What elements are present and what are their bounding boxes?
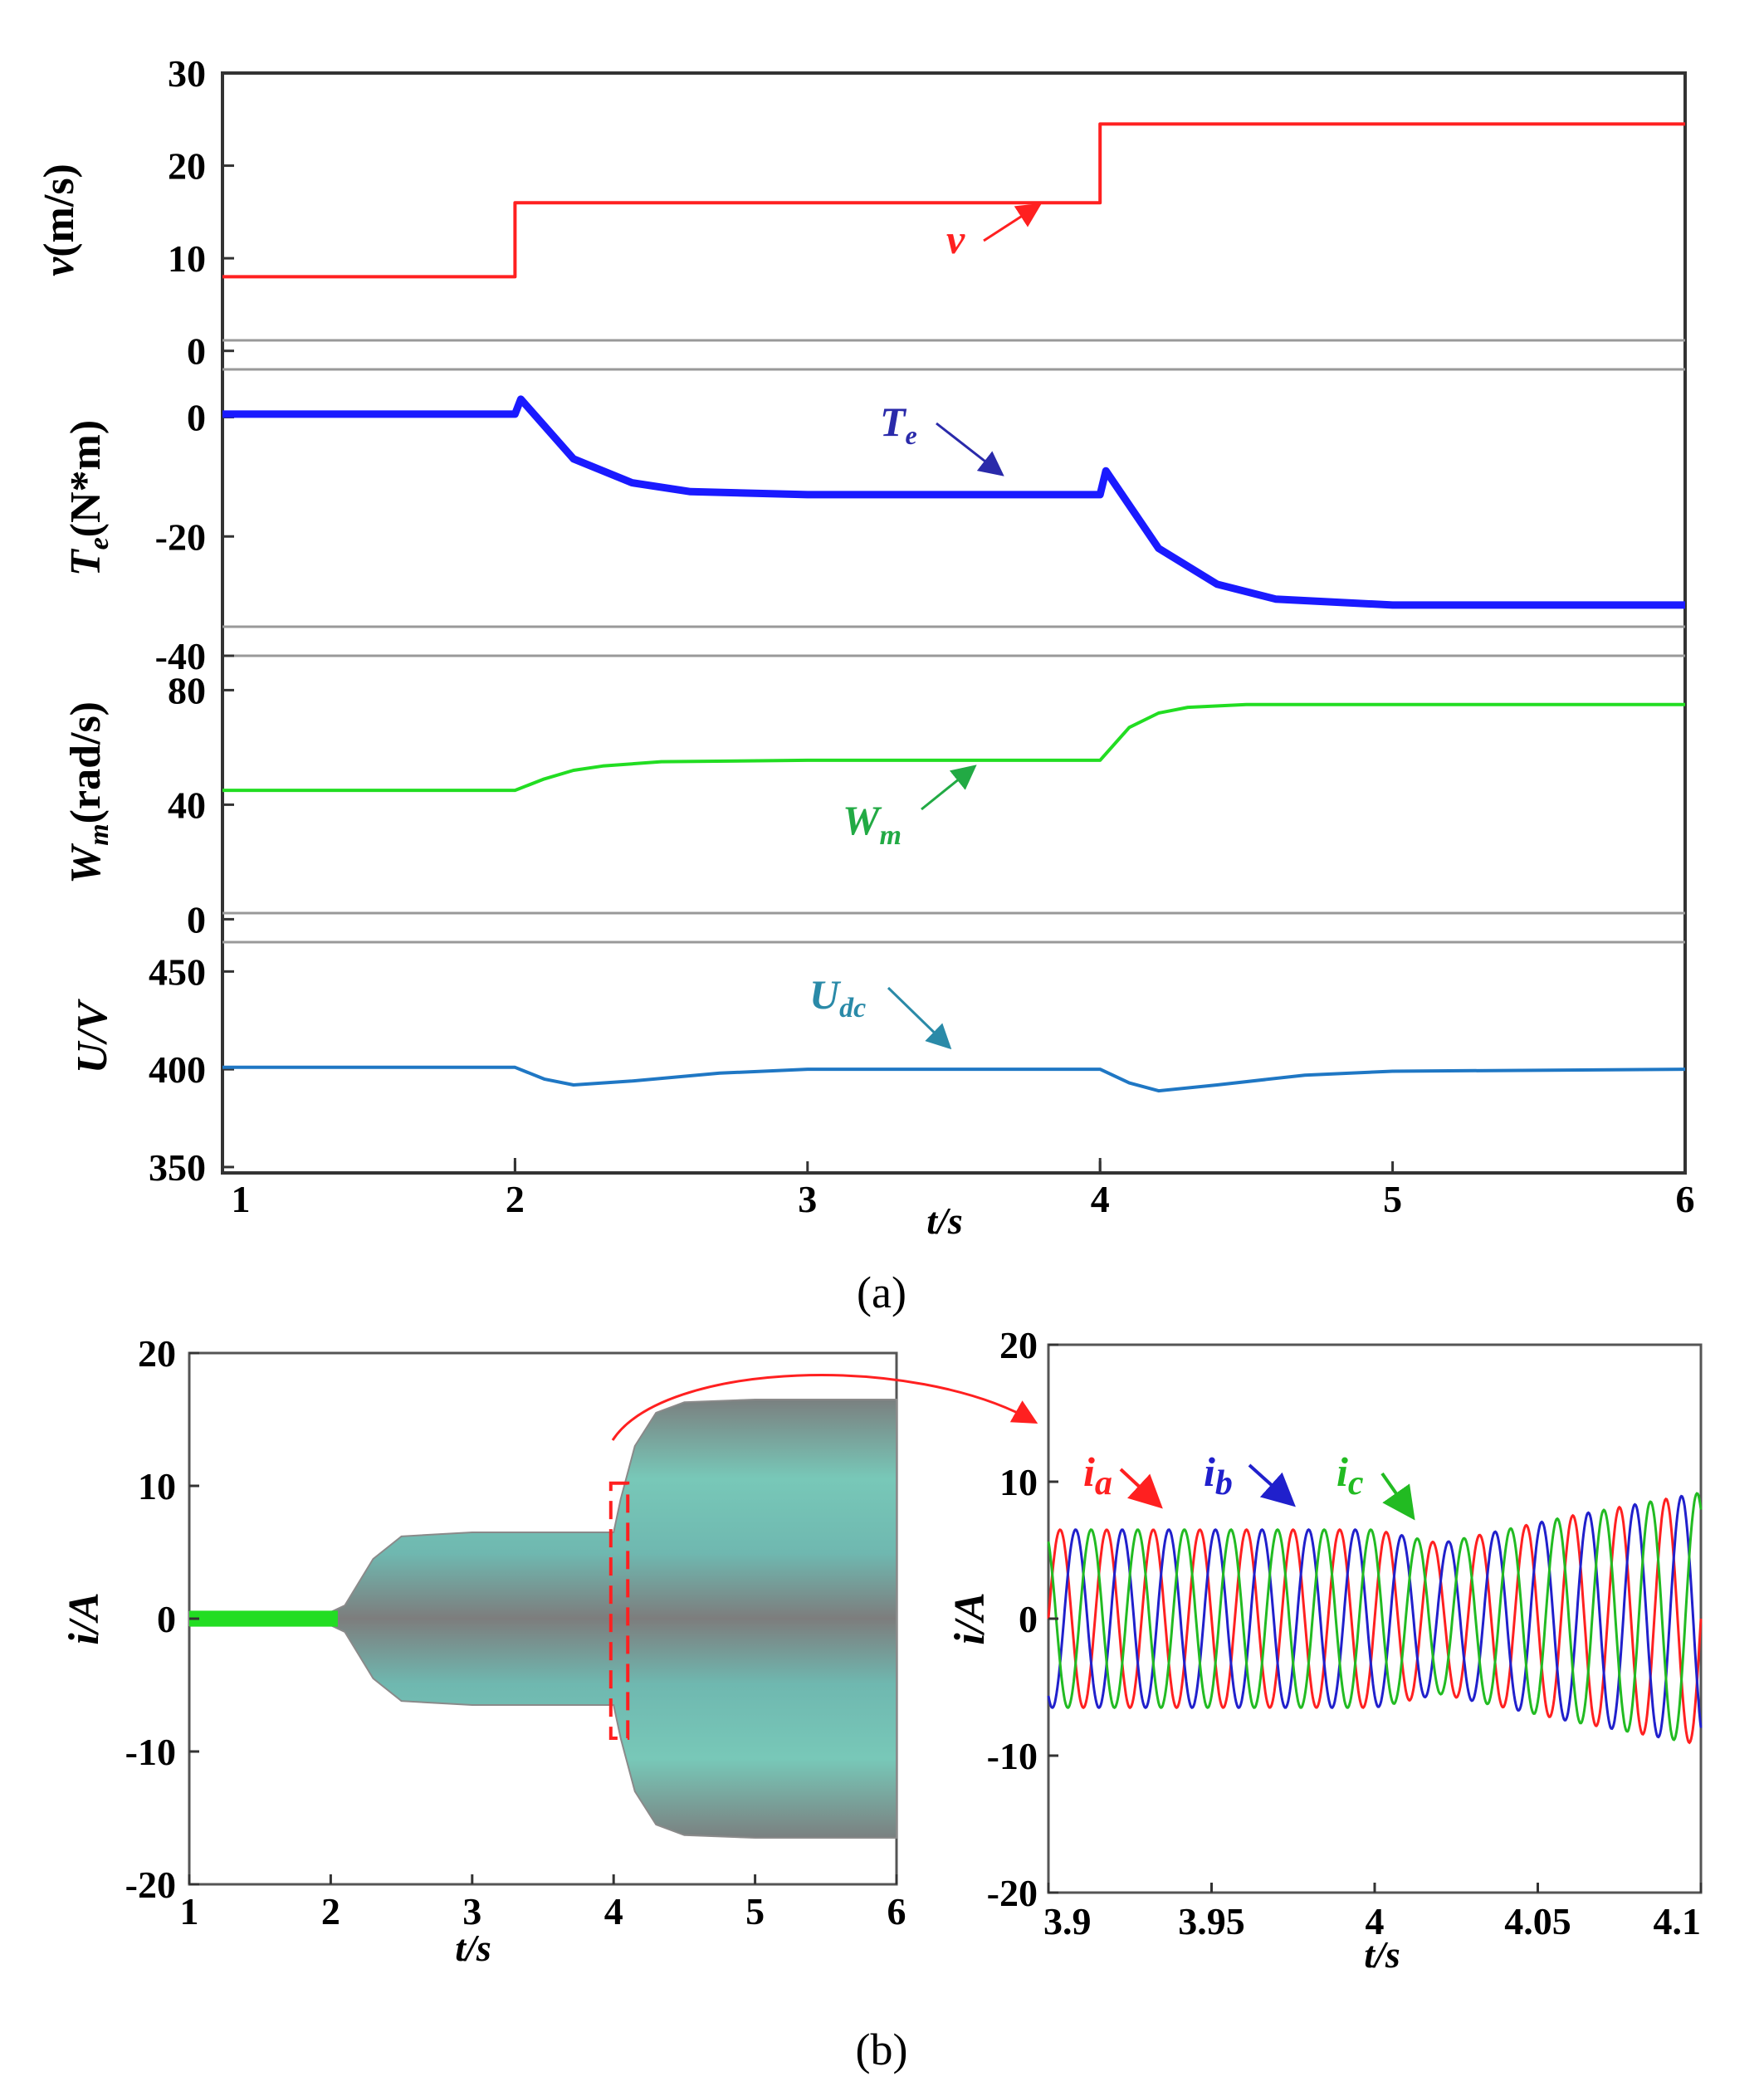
subplot-rotor-speed: Wm(rad/s) 80 40 0 Wm	[62, 669, 1685, 940]
ytick-bl-3: -10	[125, 1731, 176, 1773]
initial-current-band	[189, 1610, 338, 1627]
arrow-ib	[1248, 1463, 1296, 1507]
panel-b-right-ticks: 20 10 0 -10 -203.9 3.95 4 4.05 4.1	[987, 1324, 1703, 1942]
xtick-a-1: 2	[506, 1178, 525, 1220]
ytick-a2-0: 0	[187, 397, 206, 439]
xlabel-b-left: t/s	[455, 1927, 491, 1969]
series-ib	[1047, 1494, 1703, 1739]
series-udc	[222, 1065, 1686, 1093]
caption-b: (b)	[856, 2025, 908, 2074]
ytick-br-3: -10	[987, 1735, 1038, 1777]
series-ia	[1047, 1497, 1703, 1745]
ytick-bl-1: 10	[138, 1465, 176, 1507]
arrow-udc	[887, 986, 952, 1050]
xtick-br-3: 4.05	[1504, 1900, 1571, 1942]
xtick-a-4: 5	[1383, 1178, 1402, 1220]
subplot-dc-voltage: U/V 450 400 350 Udc	[69, 950, 1686, 1189]
panel-b-right: 20 10 0 -10 -203.9 3.95 4 4.05 4.1 i/A t/s ia ib…	[946, 1324, 1703, 1976]
arrow-te	[936, 422, 1004, 476]
ylabel-i-right: i/A	[946, 1592, 994, 1645]
ylabel-u: U/V	[69, 998, 116, 1073]
ytick-a1-2: 10	[168, 237, 206, 280]
arrow-wm	[921, 765, 977, 811]
phase-currents	[1047, 1492, 1703, 1745]
subplot-torque: Te(N*m) 0 -20 -40 Te	[62, 395, 1685, 677]
annotation-v: v	[946, 216, 965, 262]
zoom-connector-arrow	[611, 1374, 1038, 1441]
ytick-bl-4: -20	[125, 1864, 176, 1906]
label-ib: ib	[1204, 1449, 1233, 1502]
xtick-bl-5: 6	[887, 1890, 906, 1932]
xtick-bl-3: 4	[604, 1890, 623, 1932]
label-ic: ic	[1336, 1449, 1364, 1502]
annotation-te: Te	[880, 398, 917, 450]
ylabel-v: v(m/s)	[36, 164, 83, 276]
annotation-udc: Udc	[809, 971, 866, 1024]
series-te	[222, 395, 1685, 609]
ylabel-te: Te(N*m)	[62, 420, 115, 576]
series-ic	[1047, 1492, 1703, 1742]
current-envelope	[188, 1399, 897, 1839]
panel-a-separators	[222, 339, 1685, 944]
xtick-bl-1: 2	[321, 1890, 340, 1932]
ylabel-i-left: i/A	[61, 1592, 108, 1645]
ytick-a4-1: 400	[149, 1048, 206, 1091]
xtick-br-4: 4.1	[1654, 1900, 1702, 1942]
ytick-bl-2: 0	[157, 1598, 176, 1640]
panel-b-left-ticks: 20 10 0 -10 -201 2 3 4 5 6	[125, 1332, 906, 1932]
zoom-region-box	[608, 1481, 630, 1741]
ytick-a2-1: -20	[155, 515, 206, 558]
ytick-br-4: -20	[987, 1872, 1038, 1914]
xlabel-b-right: t/s	[1364, 1933, 1400, 1976]
xtick-br-0: 3.9	[1043, 1900, 1092, 1942]
ylabel-wm: Wm(rad/s)	[62, 701, 115, 884]
xtick-br-1: 3.95	[1178, 1900, 1245, 1942]
ytick-a1-0: 30	[168, 52, 206, 95]
ytick-br-1: 10	[999, 1461, 1038, 1503]
ytick-a3-0: 80	[168, 669, 206, 711]
xtick-a-0: 1	[232, 1178, 251, 1220]
series-wm	[222, 702, 1685, 793]
xtick-a-5: 6	[1676, 1178, 1695, 1220]
panel-a-frame	[221, 71, 1687, 1175]
ytick-bl-0: 20	[138, 1332, 176, 1375]
series-v	[222, 122, 1685, 279]
ytick-a4-0: 450	[149, 950, 206, 993]
arrow-ic	[1380, 1472, 1415, 1521]
label-ia: ia	[1083, 1449, 1112, 1502]
panel-a-xticks: 1 2 3 4 5 6	[221, 1158, 1695, 1220]
xtick-a-2: 3	[798, 1178, 817, 1220]
arrow-ia	[1119, 1468, 1163, 1509]
ytick-a2-2: -40	[155, 635, 206, 677]
xlabel-a: t/s	[926, 1199, 962, 1242]
xtick-bl-2: 3	[462, 1890, 481, 1932]
ytick-a3-1: 40	[168, 784, 206, 826]
ytick-a1-3: 0	[187, 330, 206, 373]
annotation-wm: Wm	[843, 797, 902, 851]
caption-a: (a)	[857, 1268, 906, 1317]
ytick-br-0: 20	[999, 1324, 1038, 1366]
xtick-a-3: 4	[1091, 1178, 1110, 1220]
ytick-a4-2: 350	[149, 1146, 206, 1189]
xtick-br-2: 4	[1366, 1900, 1385, 1942]
xtick-bl-0: 1	[180, 1890, 199, 1932]
subplot-wind-speed: v(m/s) 30 20 10 0 v	[36, 52, 1685, 373]
ytick-br-2: 0	[1019, 1598, 1038, 1640]
xtick-bl-4: 5	[745, 1890, 765, 1932]
ytick-a3-2: 0	[187, 898, 206, 940]
ytick-a1-1: 20	[168, 145, 206, 188]
panel-b-left: 20 10 0 -10 -201 2 3 4 5 6 i/A t/s	[61, 1332, 906, 1969]
arrow-v	[983, 203, 1043, 242]
